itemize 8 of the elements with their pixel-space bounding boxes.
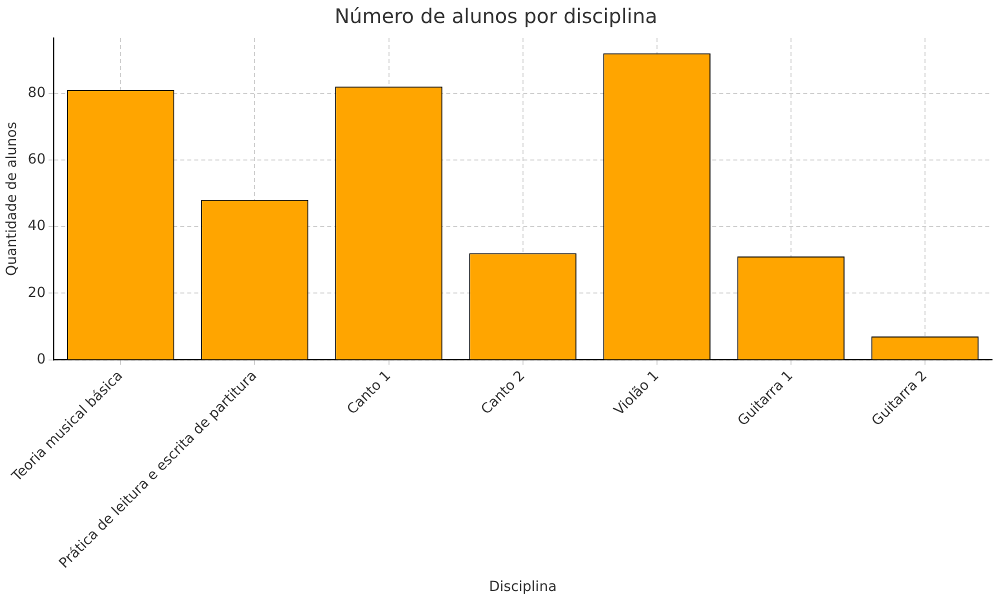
chart-title: Número de alunos por disciplina <box>334 4 658 28</box>
y-tick-label: 40 <box>28 218 46 234</box>
y-tick-label: 0 <box>36 351 46 368</box>
y-axis-title: Quantidade de alunos <box>4 122 20 276</box>
y-tick-label: 80 <box>28 84 46 101</box>
y-tick-label: 20 <box>28 284 46 301</box>
y-tick-label: 60 <box>28 152 46 168</box>
x-axis-title: Disciplina <box>488 579 557 596</box>
